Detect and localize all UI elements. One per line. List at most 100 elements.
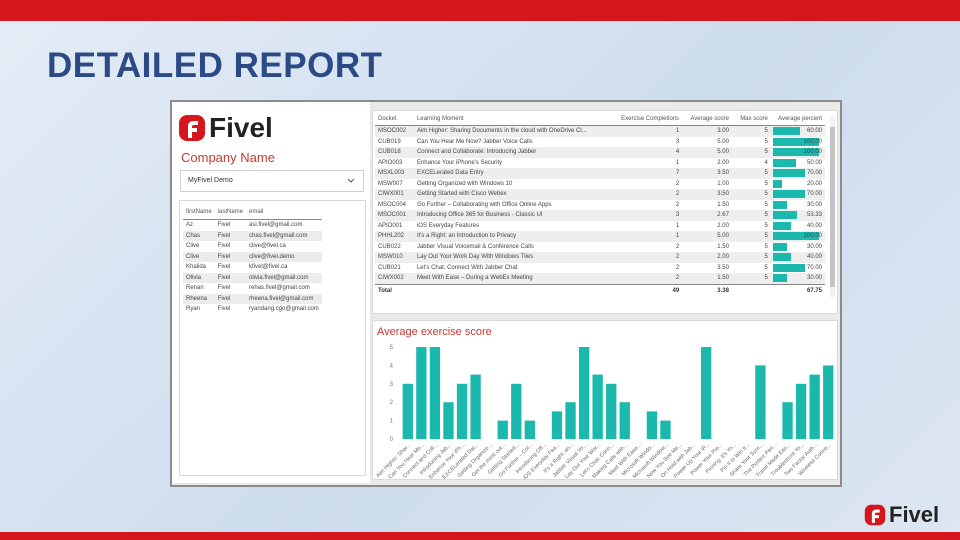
cell: MSXL003 <box>375 168 414 179</box>
scrollbar[interactable] <box>830 117 835 297</box>
cell: 3.50 <box>682 189 732 200</box>
report-row: MSOC004 Go Further – Collaborating with O… <box>375 200 825 211</box>
cell: 5 <box>731 189 771 200</box>
chart-panel: Average exercise score 0 1 2 3 4 5 Aim Higher:… <box>372 320 838 481</box>
cell: 5 <box>731 147 771 158</box>
report-row: MSOC002 Aim Higher: Sharing Documents in … <box>375 125 825 137</box>
percent-value: 70.00 <box>806 264 822 271</box>
cell: Jabber Visual Voicemail & Conference Cal… <box>416 243 534 250</box>
cell: iOS Everyday Features <box>416 222 479 229</box>
cell: 2 <box>675 201 680 208</box>
filter-label: Company Name <box>181 150 275 165</box>
cell: 3.50 <box>682 168 732 179</box>
cell: Khalida <box>186 264 207 271</box>
bar <box>456 383 468 439</box>
slide-title: DETAILED REPORT <box>47 46 383 85</box>
cell: 2.00 <box>717 222 729 229</box>
column-header: Average percent <box>770 113 825 126</box>
cell: Ryan <box>186 306 201 313</box>
cell: CUB019 <box>378 138 401 145</box>
total-completions: 49 <box>608 283 683 298</box>
percent-value: 40.00 <box>806 222 822 229</box>
percent-bar <box>772 179 783 188</box>
percent-bar <box>772 169 806 177</box>
cell: 2 <box>608 189 683 200</box>
cell: 1 <box>608 125 683 137</box>
cell: CIWX001 <box>375 189 414 200</box>
cell: MSW010 <box>375 252 414 263</box>
column-header: Learning Moment <box>413 113 609 126</box>
cell: CUB021 <box>378 264 401 271</box>
cell: 5.00 <box>717 138 729 145</box>
percent-cell: 100.00 <box>771 137 825 148</box>
cell: 1 <box>608 231 683 242</box>
cell: 5 <box>764 201 768 208</box>
percent-cell: 70.00 <box>770 189 825 200</box>
bar <box>443 402 454 439</box>
cell: APIO003 <box>378 159 403 166</box>
person-row: Ryan Fivel ryandang.cgo@gmail.com <box>183 304 322 315</box>
scroll-thumb[interactable] <box>830 127 835 287</box>
left-panel: Fivel Company Name MyFivel Demo firstNam… <box>172 102 370 483</box>
percent-cell: 60.00 <box>770 125 825 137</box>
column-header: Docket <box>375 113 414 126</box>
company-dropdown[interactable]: MyFivel Demo <box>180 170 364 192</box>
dropdown-chevron <box>347 178 355 183</box>
people-table: firstName lastName email Az Fivel asi.fivel@g… <box>183 205 322 315</box>
cell: Enhance Your iPhone's Security <box>416 159 503 166</box>
cell: Meet With Ease – During a WebEx Meeting <box>413 273 609 284</box>
bar <box>416 347 427 439</box>
dashboard-screenshot: Fivel Company Name MyFivel Demo firstNam… <box>170 100 842 487</box>
cell: clive@fivel.demo <box>246 251 322 262</box>
percent-bar <box>772 127 801 135</box>
percent-bar <box>772 221 792 230</box>
cell: clive@fivel.ca <box>249 243 286 250</box>
cell: chas.fivel@gmail.com <box>246 230 322 241</box>
cell: Rheena <box>183 293 215 304</box>
percent-value: 70.00 <box>806 191 822 198</box>
cell: Fivel <box>214 293 247 304</box>
cell: 2.00 <box>682 252 732 263</box>
cell: 1 <box>675 159 680 166</box>
person-row: Az Fivel asi.fivel@gmail.com <box>183 220 322 231</box>
percent-bar <box>772 242 787 251</box>
cell: 2 <box>608 273 683 284</box>
cell: Clive <box>186 243 200 250</box>
column-header: Exercise Completions <box>608 113 683 126</box>
cell: MSW007 <box>378 180 403 187</box>
column-header: email <box>246 205 322 220</box>
bar <box>551 411 563 439</box>
report-table: Docket Learning Moment Exercise Completion… <box>375 113 825 298</box>
bar <box>606 383 617 439</box>
percent-cell: 70.00 <box>770 168 825 179</box>
bar <box>429 347 441 439</box>
cell: 5 <box>731 273 771 284</box>
cell: PHHL202 <box>375 231 414 242</box>
percent-cell: 30.00 <box>771 200 825 211</box>
person-row: Renan Fivel rehas.fivel@gmail.com <box>183 283 322 294</box>
cell: Chas <box>183 230 215 241</box>
percent-cell: 70.00 <box>771 263 825 274</box>
percent-value: 53.33 <box>806 212 822 219</box>
cell: 5 <box>764 243 768 250</box>
cell: CUB018 <box>375 147 414 158</box>
report-row: MSW010 Lay Out Your Work Day With Windows… <box>375 252 825 263</box>
cell: 5 <box>731 252 771 263</box>
cell: 5 <box>731 231 771 242</box>
cell: 2 <box>675 180 680 187</box>
column-header: lastName <box>214 205 247 220</box>
cell: 3.50 <box>717 264 729 271</box>
cell: 2 <box>675 243 680 250</box>
bar <box>470 374 481 439</box>
y-tick-label: 4 <box>390 363 394 369</box>
cell: 3 <box>608 210 683 221</box>
person-row: Rheena Fivel rheena.fivel@gmail.com <box>183 293 322 304</box>
logo-icon <box>864 504 886 526</box>
person-row: Khalida Fivel kfivel@fivel.ca <box>183 262 322 273</box>
cell: Connect and Collaborate: Introducing Jab… <box>413 147 609 158</box>
percent-cell: 40.00 <box>770 252 825 263</box>
bar <box>701 347 712 439</box>
cell: 7 <box>608 168 683 179</box>
report-row: CIWX002 Meet With Ease – During a WebEx M… <box>375 273 825 284</box>
